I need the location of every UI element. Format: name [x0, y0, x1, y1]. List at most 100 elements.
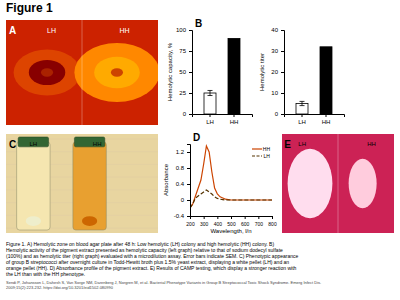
- tick-mark: [189, 114, 192, 115]
- tick-label: 700: [255, 221, 264, 227]
- picture-shape: [41, 68, 53, 76]
- tick-label: LH: [206, 119, 214, 125]
- error-bar: [208, 90, 213, 95]
- caption: the LH than with the HH phenotype.: [6, 271, 85, 277]
- tick: 0: [275, 111, 284, 117]
- axis-line: [187, 145, 191, 217]
- legend-item: LH: [252, 153, 270, 159]
- tick: 75: [179, 48, 192, 54]
- bar: [228, 38, 240, 114]
- tick-mark: [210, 114, 211, 117]
- picture-shape: [82, 216, 97, 226]
- background: [0, 0, 400, 300]
- picture-background: [6, 20, 158, 125]
- tick-mark: [187, 216, 190, 217]
- tick-mark: [234, 114, 235, 117]
- axis: -0.4 0 0.4 0.8 1.2: [174, 145, 191, 220]
- tick-label: 0: [183, 111, 187, 117]
- axis-line: [189, 31, 193, 115]
- tick-label: 0: [275, 111, 279, 117]
- annotation: HH: [93, 141, 102, 147]
- tick-label: 20: [271, 69, 278, 75]
- legend-item: HH: [252, 146, 270, 152]
- tick: 600: [241, 216, 250, 227]
- tick-label: HH: [322, 119, 331, 125]
- axis-line: [281, 31, 285, 115]
- tick-label: 30: [271, 48, 278, 54]
- picture-shape: [74, 137, 104, 147]
- picture-shape: [26, 216, 41, 226]
- tick: 200: [186, 216, 195, 227]
- bars: [204, 38, 240, 114]
- tick-mark: [204, 216, 205, 219]
- tick-mark: [281, 72, 284, 73]
- axis: LH HH: [285, 114, 345, 125]
- legend-swatch: [252, 148, 262, 149]
- bar: [204, 93, 216, 114]
- picture-shape: [94, 57, 140, 89]
- picture: [6, 134, 158, 233]
- tick-mark: [189, 93, 192, 94]
- tick-label: LH: [298, 119, 306, 125]
- legend-label: LH: [264, 153, 271, 159]
- tick: -0.4: [174, 213, 190, 219]
- tick-mark: [281, 114, 284, 115]
- error-bar: [300, 101, 305, 105]
- tick-mark: [231, 216, 232, 219]
- annotation: HH: [367, 141, 376, 147]
- tick-mark: [187, 168, 190, 169]
- panel-label: E: [284, 139, 291, 150]
- tick-mark: [245, 216, 246, 219]
- tick-mark: [258, 216, 259, 219]
- picture: [6, 20, 158, 125]
- picture-background: [282, 134, 394, 233]
- axis-line: [193, 115, 253, 118]
- tick: 0: [183, 111, 192, 117]
- tick-label: 400: [214, 221, 223, 227]
- error-bar-cap: [208, 90, 213, 91]
- tick: LH: [206, 114, 214, 125]
- tick-label: 40: [271, 27, 278, 33]
- figure-title: Figure 1: [6, 1, 53, 15]
- tick-mark: [189, 30, 192, 31]
- axis-line: [285, 115, 345, 118]
- tick: HH: [230, 114, 239, 125]
- picture-background: [6, 134, 158, 233]
- annotation: LH: [30, 141, 38, 147]
- bar: [320, 47, 332, 114]
- tick-label: 0.4: [176, 181, 185, 187]
- tick-label: 600: [241, 221, 250, 227]
- tick-mark: [189, 72, 192, 73]
- picture-shape: [74, 43, 158, 102]
- tick: HH: [322, 114, 331, 125]
- annotation: LH: [47, 27, 56, 34]
- tick: 100: [176, 27, 192, 33]
- tick: 0: [181, 197, 190, 203]
- tick: 30: [271, 48, 284, 54]
- tick-mark: [281, 30, 284, 31]
- tick: 40: [271, 27, 284, 33]
- tick-mark: [189, 51, 192, 52]
- axis: 200300400500600700800: [186, 216, 277, 227]
- tick: 0.4: [176, 181, 190, 187]
- picture: [282, 134, 394, 233]
- tick-label: 1.2: [176, 149, 185, 155]
- annotation: HH: [119, 27, 129, 34]
- axis: 010203040: [271, 27, 284, 117]
- line: [190, 190, 272, 208]
- annotation: LH: [298, 141, 306, 147]
- error-bar-stem: [302, 101, 303, 105]
- picture-shape: [18, 137, 48, 147]
- axis-line: [191, 217, 273, 220]
- legend: HHLH: [252, 146, 270, 159]
- picture-divider: [338, 134, 339, 233]
- tick-mark: [326, 114, 327, 117]
- tick: 0.8: [176, 165, 190, 171]
- tick-label: 75: [179, 48, 186, 54]
- figure: Figure 1ALHHH0255075100LHHHHemolytic cap…: [0, 0, 400, 300]
- tick: 500: [227, 216, 236, 227]
- picture-shape: [29, 60, 65, 85]
- error-bar-cap: [208, 95, 213, 96]
- picture-shape: [349, 159, 377, 209]
- tick-mark: [281, 51, 284, 52]
